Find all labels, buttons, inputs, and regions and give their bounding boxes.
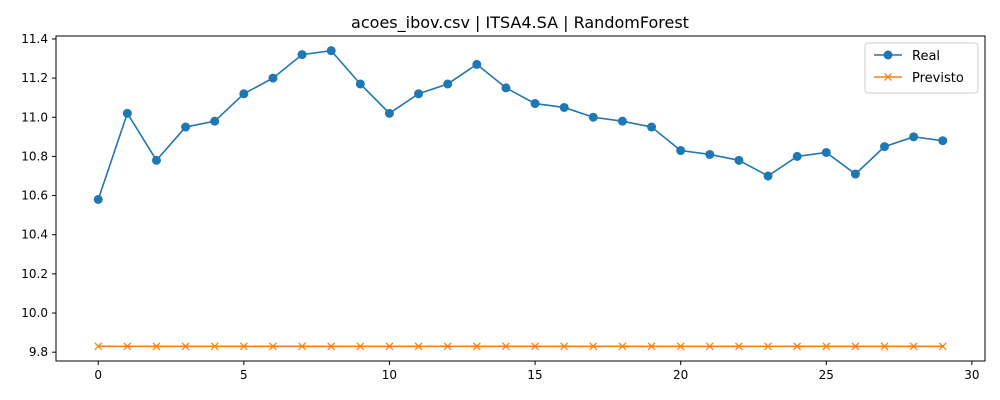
series-real	[93, 46, 948, 204]
data-point	[151, 155, 161, 165]
data-point	[764, 342, 772, 351]
data-point	[122, 108, 132, 118]
data-point	[793, 342, 802, 351]
data-point	[93, 194, 103, 204]
data-point	[94, 342, 103, 351]
data-point	[851, 342, 860, 351]
data-point	[676, 342, 685, 351]
y-tick-label: 10.4	[21, 228, 48, 242]
chart-title: acoes_ibov.csv | ITSA4.SA | RandomForest	[351, 13, 689, 33]
data-point	[414, 342, 423, 351]
data-point	[909, 342, 918, 351]
data-point	[792, 151, 802, 161]
data-point	[384, 108, 394, 118]
data-point	[850, 169, 860, 179]
data-point	[501, 83, 511, 93]
data-point	[443, 342, 452, 351]
legend-label-real: Real	[912, 49, 940, 64]
y-tick-label: 10.0	[21, 306, 48, 320]
y-tick-label: 11.4	[21, 32, 48, 46]
data-point	[938, 342, 947, 351]
data-point	[530, 99, 540, 109]
data-point	[181, 122, 191, 132]
data-point	[472, 59, 482, 69]
legend: Real Previsto	[864, 42, 979, 94]
data-point	[443, 79, 453, 89]
data-point	[327, 342, 336, 351]
data-point	[356, 342, 365, 351]
legend-label-previsto: Previsto	[912, 71, 964, 86]
data-point	[355, 79, 365, 89]
data-point	[152, 342, 161, 351]
data-point	[763, 171, 773, 181]
data-point	[559, 102, 569, 112]
series-layer	[93, 46, 948, 351]
y-tick-label: 10.8	[21, 149, 48, 163]
data-point	[239, 89, 249, 99]
data-point	[501, 342, 510, 351]
y-tick-label: 9.8	[29, 345, 48, 359]
data-point	[588, 112, 598, 122]
data-point	[268, 73, 278, 83]
data-point	[676, 146, 686, 156]
plot-area	[55, 35, 986, 362]
legend-marker-real	[883, 50, 893, 60]
data-point	[705, 149, 715, 159]
legend-marker-previsto	[884, 73, 892, 81]
series-previsto	[94, 342, 947, 351]
data-point	[647, 122, 657, 132]
data-point	[880, 342, 889, 351]
data-point	[647, 342, 656, 351]
y-tick-label: 11.0	[21, 110, 48, 124]
data-point	[589, 342, 598, 351]
data-point	[326, 46, 336, 56]
data-point	[734, 155, 744, 165]
data-point	[705, 342, 714, 351]
x-tick-label: 25	[819, 368, 834, 382]
x-tick-label: 5	[240, 368, 248, 382]
data-point	[617, 116, 627, 126]
x-tick-label: 30	[964, 368, 979, 382]
data-point	[618, 342, 627, 351]
y-tick-label: 10.6	[21, 189, 48, 203]
y-tick-label: 11.2	[21, 71, 48, 85]
y-tick-label: 10.2	[21, 267, 48, 281]
data-point	[880, 142, 890, 152]
data-point	[821, 147, 831, 157]
series-line-real	[97, 49, 943, 200]
data-point	[210, 342, 219, 351]
data-point	[239, 342, 248, 351]
data-point	[909, 132, 919, 142]
data-point	[414, 89, 424, 99]
data-point	[123, 342, 132, 351]
x-tick-label: 10	[382, 368, 397, 382]
x-tick-label: 20	[673, 368, 688, 382]
data-point	[734, 342, 743, 351]
data-point	[210, 116, 220, 126]
data-point	[297, 50, 307, 60]
data-point	[560, 342, 569, 351]
data-point	[385, 342, 394, 351]
data-point	[181, 342, 190, 351]
data-point	[298, 342, 307, 351]
data-point	[269, 342, 277, 351]
data-point	[822, 342, 831, 351]
data-point	[938, 136, 948, 146]
axes: 0 5 10 15 20 25 30 9.8 10.0 10.2 10.4 10.6 10.8 11.0 1…	[21, 32, 979, 382]
data-point	[472, 342, 481, 351]
data-point	[531, 342, 540, 351]
x-tick-label: 0	[94, 368, 102, 382]
x-tick-label: 15	[527, 368, 542, 382]
